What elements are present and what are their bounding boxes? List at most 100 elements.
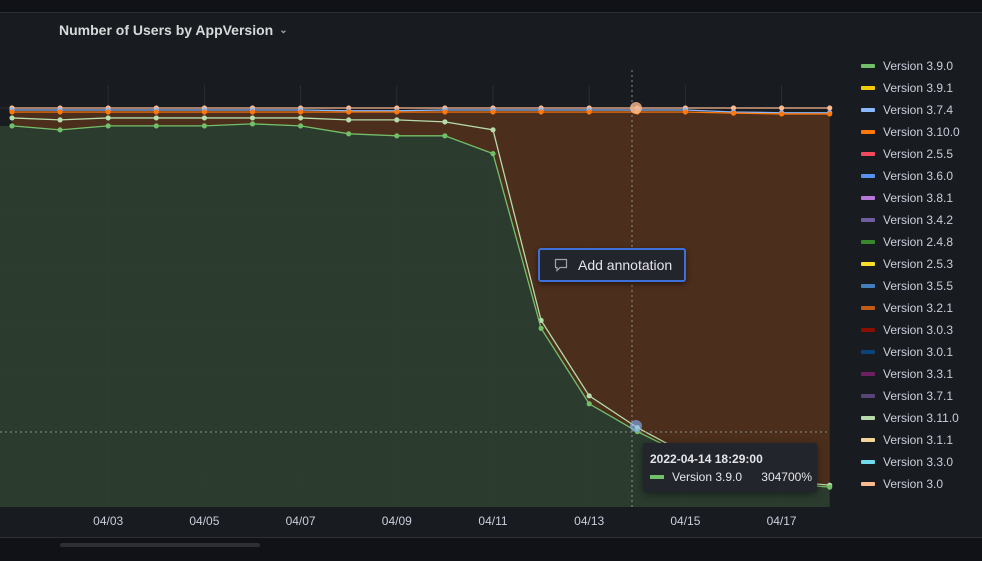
data-point	[394, 133, 400, 139]
data-point	[201, 123, 207, 129]
data-point	[586, 109, 592, 115]
legend-swatch	[861, 108, 875, 112]
legend-swatch	[861, 130, 875, 134]
data-point	[105, 109, 111, 115]
legend-item[interactable]: Version 3.7.4	[861, 99, 960, 121]
data-point	[346, 131, 352, 137]
chevron-down-icon[interactable]: ⌄	[279, 24, 288, 36]
x-tick-label: 04/11	[478, 514, 507, 528]
panel-title-text: Number of Users by AppVersion	[59, 22, 274, 38]
legend-item[interactable]: Version 3.4.2	[861, 209, 960, 231]
hover-point	[630, 420, 642, 432]
data-point	[201, 109, 207, 115]
legend-swatch	[861, 350, 875, 354]
legend-item[interactable]: Version 2.5.5	[861, 143, 960, 165]
add-annotation-button[interactable]: Add annotation	[538, 248, 686, 282]
legend-label: Version 3.1.1	[883, 433, 954, 447]
tooltip-value: 304700%	[761, 470, 812, 484]
data-point	[298, 109, 304, 115]
data-point	[394, 109, 400, 115]
legend-label: Version 2.5.3	[883, 257, 954, 271]
legend-item[interactable]: Version 3.10.0	[861, 121, 960, 143]
legend-swatch	[861, 372, 875, 376]
legend-item[interactable]: Version 3.7.1	[861, 385, 960, 407]
legend-item[interactable]: Version 3.3.0	[861, 451, 960, 473]
legend-label: Version 3.10.0	[883, 125, 960, 139]
legend-swatch	[861, 262, 875, 266]
legend-label: Version 3.8.1	[883, 191, 954, 205]
legend-swatch	[861, 438, 875, 442]
data-point	[249, 115, 256, 121]
data-point	[57, 109, 63, 115]
comment-icon	[554, 258, 568, 272]
data-point	[779, 105, 785, 111]
series-line	[12, 109, 830, 114]
legend-item[interactable]: Version 3.9.1	[861, 77, 960, 99]
legend-swatch	[861, 64, 875, 68]
data-point	[827, 111, 833, 117]
legend-label: Version 3.11.0	[883, 411, 959, 425]
legend-item[interactable]: Version 3.5.5	[861, 275, 960, 297]
data-point	[249, 109, 256, 115]
data-point	[249, 121, 256, 127]
legend-label: Version 2.4.8	[883, 235, 954, 249]
data-point	[538, 109, 544, 115]
data-point	[730, 110, 737, 116]
data-point	[298, 115, 304, 121]
data-point	[442, 133, 448, 139]
legend-label: Version 3.2.1	[883, 301, 954, 315]
data-point	[201, 115, 207, 121]
legend-label: Version 3.3.1	[883, 367, 954, 381]
legend-item[interactable]: Version 2.5.3	[861, 253, 960, 275]
tooltip-row: Version 3.9.0 304700%	[650, 470, 812, 484]
legend-item[interactable]: Version 3.3.1	[861, 363, 960, 385]
legend-label: Version 3.4.2	[883, 213, 954, 227]
tooltip-series-name: Version 3.9.0	[672, 470, 743, 484]
legend-swatch	[861, 218, 875, 222]
legend-item[interactable]: Version 3.1.1	[861, 429, 960, 451]
data-point	[586, 401, 592, 407]
add-annotation-label: Add annotation	[578, 257, 673, 273]
legend-item[interactable]: Version 3.0	[861, 473, 960, 495]
x-tick-label: 04/07	[286, 514, 316, 528]
data-point	[730, 105, 737, 111]
data-point	[490, 109, 496, 115]
x-tick-label: 04/15	[670, 514, 700, 528]
legend-item[interactable]: Version 3.9.0	[861, 55, 960, 77]
chart-legend: Version 3.9.0 Version 3.9.1 Version 3.7.4 V…	[861, 55, 960, 495]
data-point	[105, 123, 111, 129]
legend-label: Version 3.7.1	[883, 389, 954, 403]
legend-item[interactable]: Version 3.0.1	[861, 341, 960, 363]
panel-title[interactable]: Number of Users by AppVersion ⌄	[59, 22, 288, 38]
data-point	[9, 109, 15, 115]
tooltip-time: 2022-04-14 18:29:00	[650, 452, 763, 466]
legend-label: Version 3.3.0	[883, 455, 954, 469]
legend-item[interactable]: Version 3.11.0	[861, 407, 960, 429]
series-area-orange	[12, 111, 830, 488]
legend-swatch	[861, 394, 875, 398]
data-point	[394, 117, 400, 123]
data-point	[346, 109, 352, 115]
data-point	[682, 109, 689, 115]
data-point	[827, 105, 833, 111]
horizontal-scrollbar[interactable]	[60, 543, 260, 547]
legend-label: Version 3.0.3	[883, 323, 954, 337]
legend-label: Version 3.0	[883, 477, 944, 491]
data-point	[153, 109, 159, 115]
data-point	[153, 115, 159, 121]
x-tick-label: 04/13	[574, 514, 604, 528]
legend-item[interactable]: Version 3.6.0	[861, 165, 960, 187]
data-point	[779, 111, 785, 117]
legend-swatch	[861, 284, 875, 288]
hover-point	[630, 102, 642, 114]
legend-label: Version 2.5.5	[883, 147, 954, 161]
legend-item[interactable]: Version 3.8.1	[861, 187, 960, 209]
legend-item[interactable]: Version 3.0.3	[861, 319, 960, 341]
data-point	[298, 123, 304, 129]
tooltip-series-swatch	[650, 475, 664, 479]
legend-item[interactable]: Version 2.4.8	[861, 231, 960, 253]
legend-item[interactable]: Version 3.2.1	[861, 297, 960, 319]
data-point	[586, 393, 592, 399]
legend-label: Version 3.7.4	[883, 103, 954, 117]
